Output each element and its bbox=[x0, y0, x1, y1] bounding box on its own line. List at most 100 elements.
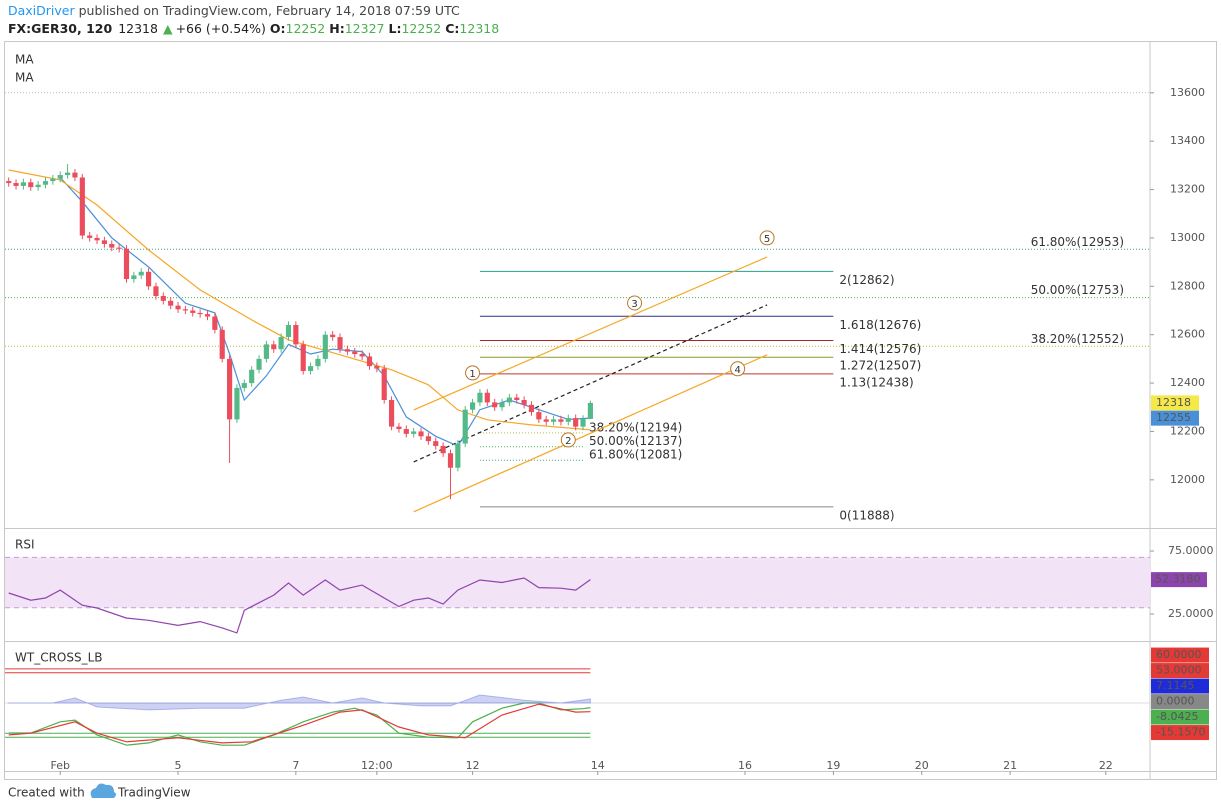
candle-body bbox=[484, 392, 490, 403]
wt-tag bbox=[1151, 663, 1209, 679]
legend-ma: MA bbox=[15, 71, 34, 85]
candle-body bbox=[256, 358, 262, 370]
candle-body bbox=[65, 172, 71, 176]
candle-body bbox=[315, 358, 321, 367]
wt-tag bbox=[1151, 647, 1209, 663]
fib-extension-label: 1.13(12438) bbox=[839, 375, 913, 389]
candle-body bbox=[587, 402, 593, 419]
fib-label: 50.00%(12753) bbox=[1031, 283, 1124, 297]
candle-body bbox=[94, 237, 100, 241]
candle-body bbox=[558, 419, 564, 422]
close: 12318 bbox=[459, 21, 499, 36]
h-label: H: bbox=[329, 21, 344, 36]
ma-line bbox=[8, 169, 591, 431]
candle-body bbox=[278, 337, 284, 350]
wave-marker bbox=[560, 432, 576, 448]
candle-body bbox=[160, 295, 166, 301]
candle-body bbox=[322, 334, 328, 359]
candle-body bbox=[565, 418, 571, 422]
wt-tag-label: 53.0000 bbox=[1156, 664, 1202, 677]
wt-tag-label: -8.0425 bbox=[1156, 710, 1198, 723]
footer-brand[interactable]: TradingView bbox=[117, 786, 191, 800]
legend-rsi: RSI bbox=[15, 538, 35, 552]
candle-body bbox=[109, 243, 115, 248]
published: published on TradingView.com, February 1… bbox=[79, 3, 460, 18]
y-tick-label: 13200 bbox=[1170, 183, 1205, 196]
wave-label: 5 bbox=[764, 234, 770, 245]
x-tick-label: 20 bbox=[915, 759, 929, 772]
wave-marker bbox=[759, 230, 775, 246]
wt-tag bbox=[1151, 709, 1209, 725]
price-tag-label: 12255 bbox=[1156, 411, 1191, 424]
rsi-band bbox=[5, 557, 1150, 608]
x-tick-label: 21 bbox=[1003, 759, 1017, 772]
candle-body bbox=[20, 182, 26, 186]
candle-body bbox=[271, 344, 277, 350]
candle-body bbox=[146, 271, 152, 287]
candle-body bbox=[528, 404, 535, 413]
wave-label: 4 bbox=[734, 365, 740, 376]
fib-short-label: 61.80%(12081) bbox=[589, 448, 682, 462]
rsi-tag-label: 52.3180 bbox=[1155, 573, 1201, 586]
candle-body bbox=[352, 351, 358, 355]
y-tick-label: 12400 bbox=[1170, 376, 1205, 389]
candle-body bbox=[418, 431, 424, 437]
change: +66 (+0.54%) bbox=[176, 21, 266, 36]
y-tick-label: 75.0000 bbox=[1168, 544, 1214, 557]
footer-created: Created with bbox=[8, 786, 85, 800]
x-tick-label: 12:00 bbox=[361, 759, 393, 772]
wt-line bbox=[8, 702, 591, 746]
candle-body bbox=[116, 247, 122, 249]
candle-body bbox=[580, 418, 586, 427]
wave-marker bbox=[465, 365, 481, 381]
last-price: 12318 bbox=[118, 21, 158, 36]
candle-body bbox=[234, 387, 240, 420]
candle-body bbox=[285, 325, 292, 338]
x-tick-label: 12 bbox=[466, 759, 480, 772]
candle-body bbox=[374, 366, 380, 369]
wt-tag bbox=[1151, 694, 1209, 710]
o-label: O: bbox=[270, 21, 286, 36]
candle-body bbox=[57, 175, 63, 179]
candle-body bbox=[499, 402, 505, 408]
candle-body bbox=[396, 426, 402, 430]
candle-body bbox=[241, 383, 247, 388]
fib-short-label: 50.00%(12137) bbox=[589, 434, 682, 448]
candle-body bbox=[219, 329, 225, 359]
header-line-2: FX:GER30, 120 12318 ▲ +66 (+0.54%) O: 12252 H:… bbox=[8, 21, 499, 36]
publisher[interactable]: DaxiDriver bbox=[8, 3, 75, 18]
candle-body bbox=[227, 358, 233, 420]
candle-body bbox=[72, 172, 78, 178]
y-tick-label: 12800 bbox=[1170, 279, 1205, 292]
candle-body bbox=[308, 366, 314, 371]
candle-body bbox=[87, 235, 93, 238]
wt-tag bbox=[1151, 678, 1209, 694]
wt-line bbox=[8, 703, 591, 744]
candle-body bbox=[388, 400, 395, 427]
candle-body bbox=[536, 412, 542, 420]
y-tick-label: 12200 bbox=[1170, 424, 1205, 437]
x-tick-label: 22 bbox=[1099, 759, 1113, 772]
candle-body bbox=[462, 409, 468, 444]
c-label: C: bbox=[445, 21, 459, 36]
candle-body bbox=[138, 271, 144, 276]
y-tick-label: 13400 bbox=[1170, 134, 1205, 147]
wave-label: 1 bbox=[469, 369, 475, 380]
y-tick-label: 12000 bbox=[1170, 473, 1205, 486]
candle-body bbox=[337, 337, 343, 350]
candle-body bbox=[35, 184, 41, 188]
trendline bbox=[413, 354, 768, 513]
candle-body bbox=[403, 429, 409, 434]
candle-body bbox=[359, 354, 365, 357]
candle-body bbox=[6, 181, 12, 184]
low: 12252 bbox=[401, 21, 441, 36]
fib-label: 38.20%(12552) bbox=[1031, 332, 1124, 346]
change-arrow: ▲ bbox=[163, 21, 173, 36]
candle-body bbox=[204, 314, 211, 317]
symbol: FX:GER30, 120 bbox=[8, 21, 112, 36]
x-tick-label: 7 bbox=[292, 759, 299, 772]
trendline bbox=[413, 256, 768, 411]
candle-body bbox=[131, 275, 137, 280]
